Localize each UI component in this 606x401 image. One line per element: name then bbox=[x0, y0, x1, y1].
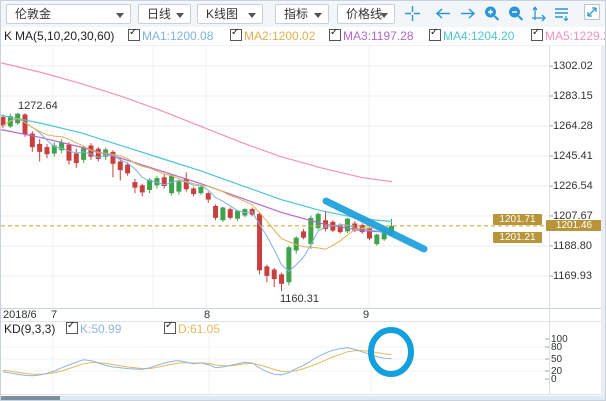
ma2-legend[interactable]: MA2:1200.02 bbox=[230, 27, 316, 43]
kd-axis-label: 100 bbox=[551, 334, 568, 345]
ma1-value: MA1:1200.08 bbox=[142, 29, 214, 43]
price-axis-label: 1302.02 bbox=[553, 60, 593, 72]
ma4-value: MA4:1204.20 bbox=[443, 29, 515, 43]
chevron-down-icon bbox=[248, 13, 256, 18]
price-axis-label: 1207.67 bbox=[553, 210, 593, 222]
indicator-dropdown-label: 指标 bbox=[284, 7, 309, 21]
chevron-down-icon bbox=[176, 13, 184, 18]
price-line-dropdown[interactable]: 价格线 bbox=[337, 4, 395, 24]
ma4-legend[interactable]: MA4:1204.20 bbox=[429, 27, 515, 43]
ma5-checkbox[interactable] bbox=[531, 27, 543, 41]
kd-header: KD(9,3,3) K:50.99 D:61.05 bbox=[1, 320, 541, 336]
chevron-down-icon bbox=[314, 13, 322, 18]
kd-panel-border-top bbox=[1, 321, 601, 322]
ma5-value: MA5:1229.2 bbox=[545, 29, 606, 43]
kd-title: KD(9,3,3) bbox=[4, 322, 56, 336]
crosshair-icon[interactable] bbox=[404, 5, 421, 22]
window-edge-strip bbox=[601, 1, 605, 400]
chart-type-dropdown-label: K线图 bbox=[206, 7, 239, 21]
time-axis-label: 9 bbox=[363, 309, 370, 321]
kd-k-line bbox=[2, 347, 392, 377]
ma-legend-row: K MA(5,10,20,30,60) MA1:1200.08 MA2:1200… bbox=[1, 27, 606, 46]
ma-line-MA1 bbox=[2, 117, 392, 272]
price-axis-label: 1264.28 bbox=[553, 120, 593, 132]
ma-line-MA4 bbox=[1, 114, 393, 223]
ma2-value: MA2:1200.02 bbox=[244, 29, 316, 43]
kd-axis-label: 80 bbox=[551, 342, 563, 353]
kd-axis-label: 50 bbox=[551, 354, 563, 365]
kd-axis-label: 20 bbox=[551, 366, 563, 377]
kd-d-legend[interactable]: D:61.05 bbox=[164, 320, 221, 336]
ma3-value: MA3:1197.28 bbox=[343, 29, 414, 43]
trend-line-annotation[interactable] bbox=[322, 197, 428, 253]
ma-line-MA3 bbox=[1, 129, 393, 234]
kd-k-value: K:50.99 bbox=[80, 322, 122, 336]
ma2-checkbox[interactable] bbox=[230, 27, 242, 41]
kd-d-line bbox=[2, 350, 392, 375]
grid-lines bbox=[1, 45, 553, 394]
candles bbox=[1, 112, 394, 292]
price-badge-current: 1201.46 bbox=[546, 220, 602, 231]
kd-panel-border-bottom bbox=[1, 394, 601, 395]
period-dropdown-label: 日线 bbox=[147, 7, 172, 21]
price-axis-border bbox=[549, 45, 550, 394]
ma5-legend[interactable]: MA5:1229.2 bbox=[531, 27, 606, 43]
horizontal-scrollbar[interactable] bbox=[1, 396, 605, 400]
price-badge-lower: 1201.21 bbox=[493, 232, 542, 243]
kd-lines bbox=[2, 347, 392, 377]
price-axis-label: 1245.41 bbox=[553, 150, 593, 162]
kd-d-value: D:61.05 bbox=[178, 322, 221, 336]
price-line-dropdown-label: 价格线 bbox=[346, 7, 383, 21]
line-list-icon[interactable] bbox=[553, 5, 570, 22]
price-axis-label: 1188.80 bbox=[553, 240, 592, 252]
arrow-left-icon[interactable] bbox=[435, 5, 452, 22]
kd-k-legend[interactable]: K:50.99 bbox=[66, 320, 122, 336]
kd-k-checkbox[interactable] bbox=[66, 320, 78, 334]
ma4-checkbox[interactable] bbox=[429, 27, 441, 41]
zoom-out-icon[interactable] bbox=[507, 5, 524, 22]
k-legend-label: K bbox=[4, 29, 13, 43]
symbol-dropdown[interactable]: 伦敦金 bbox=[6, 4, 131, 24]
ma3-legend[interactable]: MA3:1197.28 bbox=[329, 27, 414, 43]
chart-type-dropdown[interactable]: K线图 bbox=[197, 4, 263, 24]
ma-line-MA2 bbox=[2, 117, 392, 250]
time-axis-border bbox=[1, 308, 601, 309]
toolbar: 伦敦金 日线 K线图 指标 价格线 bbox=[1, 1, 605, 28]
kd-axis-label: 0 bbox=[551, 374, 557, 385]
ma-line-MA5 bbox=[1, 62, 393, 183]
axis-scale-icon[interactable] bbox=[530, 5, 547, 22]
scrollbar-thumb[interactable] bbox=[1, 396, 60, 400]
indicator-dropdown[interactable]: 指标 bbox=[275, 4, 329, 24]
zoom-in-icon[interactable] bbox=[483, 5, 500, 22]
price-axis-label: 1169.93 bbox=[553, 270, 592, 282]
time-axis-label: 7 bbox=[51, 309, 58, 321]
price-badge-upper: 1201.71 bbox=[493, 214, 542, 225]
ma3-checkbox[interactable] bbox=[329, 27, 341, 41]
high-price-label: 1272.64 bbox=[18, 100, 58, 112]
time-axis-label: 8 bbox=[204, 309, 211, 321]
chevron-down-icon bbox=[380, 13, 388, 18]
low-price-label: 1160.31 bbox=[280, 293, 319, 305]
arrow-right-icon[interactable] bbox=[459, 5, 476, 22]
ma1-legend[interactable]: MA1:1200.08 bbox=[128, 27, 214, 43]
ma-lines bbox=[1, 62, 393, 272]
kd-d-checkbox[interactable] bbox=[164, 320, 176, 334]
period-dropdown[interactable]: 日线 bbox=[138, 4, 191, 24]
ma1-checkbox[interactable] bbox=[128, 27, 140, 41]
price-axis-label: 1226.54 bbox=[553, 180, 593, 192]
chevron-down-icon bbox=[116, 13, 124, 18]
symbol-dropdown-label: 伦敦金 bbox=[15, 7, 52, 21]
price-axis-label: 1283.15 bbox=[553, 90, 593, 102]
circle-annotation[interactable] bbox=[368, 327, 414, 377]
time-axis-label: 2018/6 bbox=[3, 309, 37, 321]
ma-group-label: MA(5,10,20,30,60) bbox=[15, 29, 115, 43]
expand-icon[interactable] bbox=[584, 4, 600, 20]
